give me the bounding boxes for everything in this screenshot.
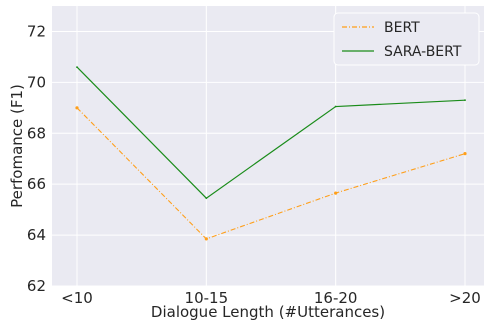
x-tick-label: >20: [449, 289, 481, 307]
legend: BERT SARA-BERT: [333, 12, 480, 66]
x-tick-label: 16-20: [314, 289, 358, 307]
y-tick-label: 64: [27, 226, 46, 244]
data-point: [334, 105, 337, 108]
data-point: [76, 66, 78, 68]
x-tick-label: 10-15: [185, 289, 229, 307]
data-point: [205, 197, 208, 200]
y-tick-label: 68: [27, 124, 46, 142]
legend-box: [333, 12, 480, 66]
y-tick-label: 62: [27, 277, 46, 295]
y-axis-label: Perfomance (F1): [8, 84, 26, 208]
legend-label: BERT: [384, 20, 420, 36]
series-lines: [75, 66, 467, 241]
series-line-sara-bert: [76, 66, 466, 199]
y-tick-label: 72: [27, 22, 46, 40]
legend-label: SARA-BERT: [384, 44, 462, 60]
y-tick-labels: 62 64 66 68 70 72: [27, 22, 46, 295]
data-point: [204, 237, 208, 241]
y-tick-label: 70: [27, 73, 46, 91]
data-point: [463, 152, 467, 156]
series-line-bert: [76, 107, 466, 240]
data-point: [464, 99, 466, 102]
data-point: [75, 106, 79, 110]
y-tick-label: 66: [27, 175, 46, 193]
x-tick-labels: <10 10-15 16-20 >20: [61, 289, 481, 307]
x-axis-label: Dialogue Length (#Utterances): [151, 303, 385, 321]
data-point: [334, 191, 338, 195]
x-tick-label: <10: [61, 289, 93, 307]
